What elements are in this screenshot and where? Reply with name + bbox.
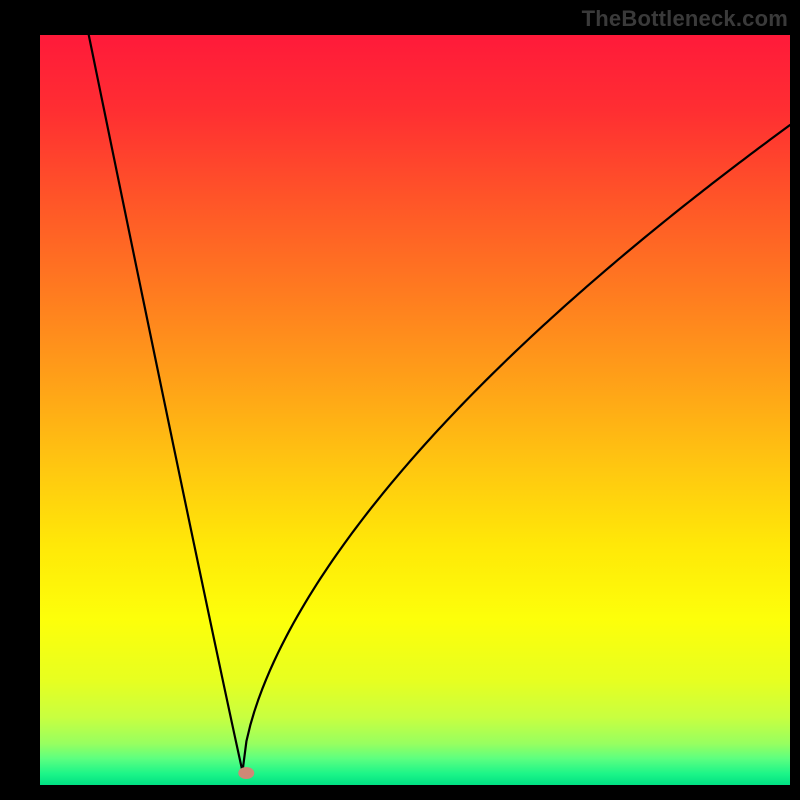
bottleneck-curve bbox=[89, 35, 790, 772]
chart-svg bbox=[40, 35, 790, 785]
watermark-text: TheBottleneck.com bbox=[582, 6, 788, 32]
outer-frame: TheBottleneck.com bbox=[0, 0, 800, 800]
apex-marker bbox=[238, 767, 254, 779]
plot-area bbox=[40, 35, 790, 785]
